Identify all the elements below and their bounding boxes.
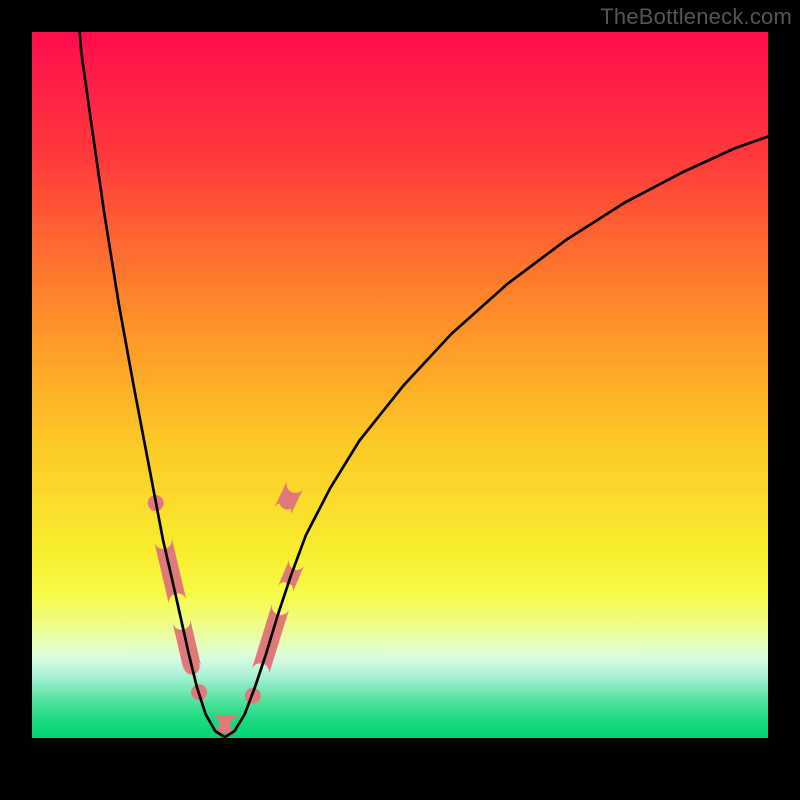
stage: TheBottleneck.com — [0, 0, 800, 800]
bottleneck-chart — [32, 32, 768, 768]
data-marker — [279, 494, 295, 510]
chart-overlay — [32, 32, 768, 768]
watermark-text: TheBottleneck.com — [600, 4, 792, 30]
